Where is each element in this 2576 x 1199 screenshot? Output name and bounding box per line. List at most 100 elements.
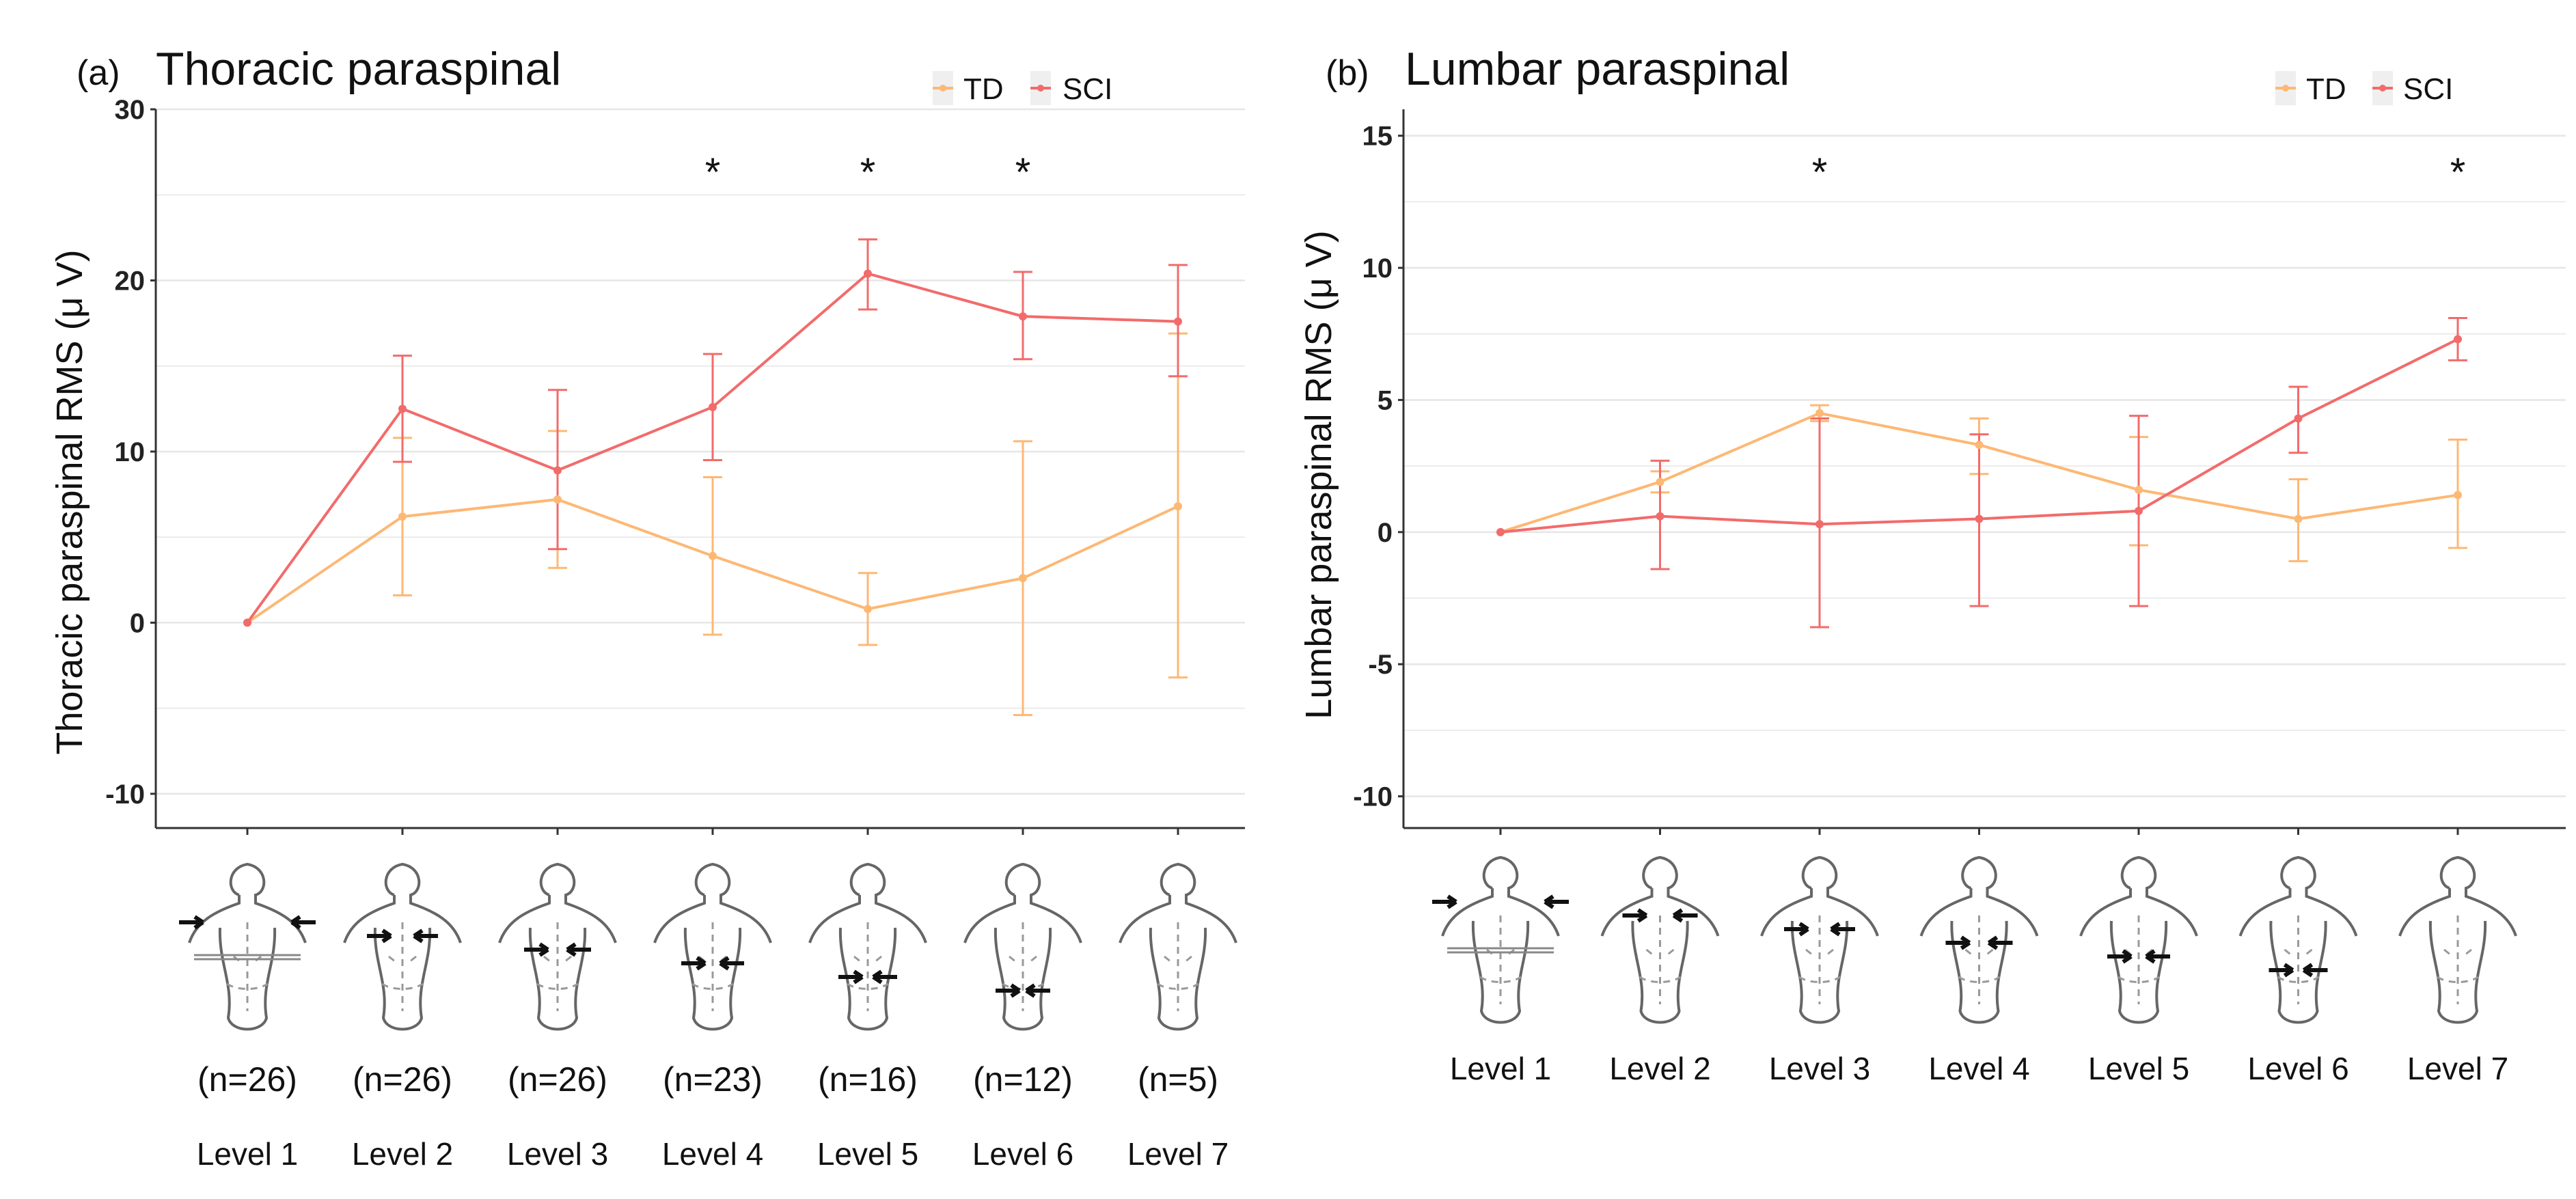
series-lines-a bbox=[243, 269, 1182, 627]
arrow-left-icon bbox=[719, 956, 744, 971]
spine-line bbox=[226, 922, 269, 1011]
gridlines-b bbox=[1403, 135, 2566, 797]
spine-line bbox=[1798, 915, 1841, 1004]
torso-body bbox=[373, 927, 432, 1031]
torso-diagram-icon-a-4 bbox=[653, 862, 772, 1031]
arrow-left-icon bbox=[1544, 894, 1569, 909]
arrow-left-icon bbox=[1025, 983, 1050, 998]
significance-stars-b: * * bbox=[1812, 150, 2466, 195]
arrow-right-icon bbox=[179, 915, 204, 930]
x-category-label: Level 2 bbox=[1609, 1051, 1710, 1086]
data-point-td bbox=[864, 605, 872, 614]
n-label: (n=26) bbox=[353, 1060, 452, 1099]
torso-body bbox=[2428, 920, 2487, 1024]
torso-outline-right bbox=[2439, 855, 2517, 937]
torso-outline-left bbox=[808, 895, 861, 943]
legend-b: TD SCI bbox=[2275, 71, 2453, 106]
torso-diagram-icon-a-7 bbox=[1119, 862, 1237, 1031]
torso-body bbox=[218, 927, 277, 1031]
panel-lumbar: (b) Lumbar paraspinal TD SCI Lumbar para… bbox=[1298, 43, 2566, 1086]
torso-outline-left bbox=[1119, 895, 1171, 943]
arrow-left-icon bbox=[2145, 949, 2170, 964]
arrow-right-icon bbox=[681, 956, 707, 971]
x-category-label: Level 5 bbox=[817, 1136, 918, 1172]
torso-body bbox=[683, 927, 742, 1031]
legend-a: TD SCI bbox=[933, 71, 1112, 106]
torso-body bbox=[838, 927, 897, 1031]
y-tick-label: -10 bbox=[1353, 782, 1393, 812]
data-point-sci bbox=[1975, 514, 1984, 523]
significance-stars-a: * * * bbox=[705, 150, 1031, 195]
legend-td-label-b: TD bbox=[2306, 72, 2346, 106]
torso-body bbox=[1950, 920, 2008, 1024]
torso-body bbox=[1790, 920, 1849, 1024]
arrow-left-icon bbox=[290, 915, 316, 930]
torso-outline-right bbox=[539, 862, 617, 943]
panel-letter-a: (a) bbox=[77, 53, 120, 93]
torso-body bbox=[528, 927, 587, 1031]
data-point-td bbox=[1815, 409, 1824, 417]
torso-outline-left bbox=[2079, 888, 2132, 937]
y-tick-label: 5 bbox=[1378, 385, 1393, 415]
series-lines-b bbox=[1496, 335, 2462, 536]
torso-diagrams-b bbox=[1432, 855, 2517, 1024]
data-point-td bbox=[1975, 441, 1984, 450]
torso-outline-right bbox=[1004, 862, 1082, 943]
y-axis-title-a: Thoracic paraspinal RMS (μ V) bbox=[49, 249, 90, 754]
arrow-right-icon bbox=[996, 983, 1021, 998]
significance-star: * bbox=[860, 150, 876, 195]
panel-title-a: Thoracic paraspinal bbox=[156, 43, 561, 95]
arrow-left-icon bbox=[1830, 922, 1855, 937]
x-category-label: Level 6 bbox=[2247, 1051, 2348, 1086]
torso-outline-right bbox=[229, 862, 307, 943]
data-point-td bbox=[1019, 574, 1027, 583]
panel-title-b: Lumbar paraspinal bbox=[1405, 43, 1790, 95]
data-point-td bbox=[398, 512, 407, 521]
y-tick-label: 10 bbox=[115, 437, 146, 467]
torso-outline-right bbox=[1801, 855, 1879, 937]
y-tick-label: 10 bbox=[1362, 253, 1393, 284]
torso-outline-right bbox=[694, 862, 772, 943]
y-tick-label: -5 bbox=[1368, 650, 1393, 680]
legend-td-label: TD bbox=[963, 72, 1004, 106]
data-point-sci bbox=[243, 618, 251, 627]
legend-sci-dot bbox=[1037, 85, 1044, 92]
torso-outline-left bbox=[2238, 888, 2292, 937]
torso-outline-left bbox=[343, 895, 396, 943]
y-axis-title-b: Lumbar paraspinal RMS (μ V) bbox=[1298, 230, 1339, 719]
torso-outline-right bbox=[849, 862, 927, 943]
arrow-left-icon bbox=[566, 942, 591, 957]
data-point-sci bbox=[398, 404, 407, 413]
torso-diagram-icon-b-1 bbox=[1432, 855, 1569, 1024]
x-category-label: Level 5 bbox=[2088, 1051, 2189, 1086]
spine-line bbox=[1639, 915, 1682, 1004]
y-tick-label: 0 bbox=[1378, 518, 1393, 548]
torso-diagram-icon-a-6 bbox=[963, 862, 1082, 1031]
torso-outline-left bbox=[963, 895, 1016, 943]
x-category-label: Level 4 bbox=[662, 1136, 763, 1172]
n-label: (n=26) bbox=[197, 1060, 297, 1099]
spine-line bbox=[1002, 922, 1044, 1011]
legend-sci-dot-b bbox=[2379, 85, 2386, 92]
torso-diagram-icon-a-2 bbox=[343, 862, 462, 1031]
x-category-label: Level 2 bbox=[352, 1136, 453, 1172]
data-point-sci bbox=[864, 269, 872, 278]
spine-line bbox=[2437, 915, 2479, 1004]
data-point-td bbox=[709, 551, 717, 560]
torso-body bbox=[2109, 920, 2168, 1024]
arrow-right-icon bbox=[838, 969, 864, 984]
torso-diagram-icon-b-3 bbox=[1760, 855, 1879, 1024]
category-labels-a: Level 1 Level 2 Level 3 Level 4 Level 5 Level… bbox=[197, 1136, 1229, 1172]
legend-sci-label-b: SCI bbox=[2403, 72, 2453, 106]
torso-body bbox=[1471, 920, 1530, 1024]
torso-outline-right bbox=[1642, 855, 1720, 937]
gridlines-a bbox=[156, 108, 1245, 795]
n-labels-a: (n=26) (n=26) (n=26) (n=23) (n=16) (n=12) (n=5… bbox=[197, 1060, 1218, 1099]
torso-outline-right bbox=[1160, 862, 1237, 943]
data-point-sci bbox=[1496, 527, 1505, 536]
arrow-right-icon bbox=[1622, 908, 1648, 923]
significance-star: * bbox=[1015, 150, 1031, 195]
torso-outline-right bbox=[2280, 855, 2358, 937]
n-label: (n=23) bbox=[663, 1060, 763, 1099]
significance-star: * bbox=[1812, 150, 1828, 195]
